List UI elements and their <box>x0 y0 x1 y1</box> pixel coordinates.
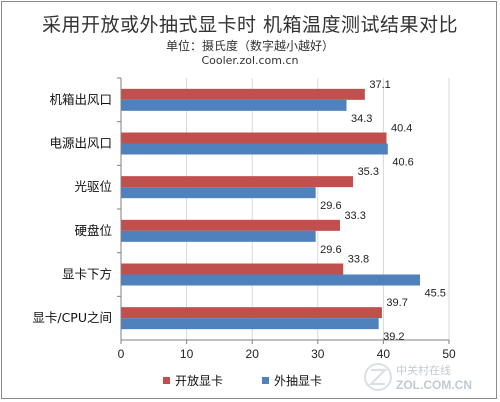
bar-series1 <box>121 219 340 231</box>
data-label: 34.3 <box>351 113 372 125</box>
data-label: 37.1 <box>369 79 390 91</box>
zol-logo-icon <box>364 363 392 391</box>
bar-series2 <box>121 230 316 242</box>
zol-watermark: 中关村在线 ZOL.COM.CN <box>364 363 472 392</box>
x-tick-label: 30 <box>311 347 325 361</box>
x-tick-label: 20 <box>246 347 260 361</box>
bar-series1 <box>121 132 387 144</box>
data-label: 40.4 <box>391 123 412 135</box>
data-label: 45.5 <box>424 288 445 300</box>
category-label: 电源出风口 <box>49 136 112 151</box>
data-label: 33.3 <box>344 210 365 222</box>
data-label: 29.6 <box>320 244 341 256</box>
watermark-cn: 中关村在线 <box>396 363 451 377</box>
data-label: 40.6 <box>392 157 413 169</box>
chart-subtitle: 单位：摄氏度（数字越小越好） <box>165 39 334 53</box>
bars <box>121 88 420 330</box>
bar-series2 <box>121 187 316 199</box>
watermark-en: ZOL.COM.CN <box>396 378 472 392</box>
legend-swatch-series2 <box>262 377 269 384</box>
data-label: 29.6 <box>320 200 341 212</box>
x-tick-label: 10 <box>180 347 194 361</box>
legend-swatch-series1 <box>163 377 170 384</box>
bar-series2 <box>121 143 388 155</box>
legend-label-series2: 外抽显卡 <box>274 374 322 388</box>
category-label: 机箱出风口 <box>49 92 112 107</box>
data-label: 35.3 <box>358 166 379 178</box>
bar-series1 <box>121 176 354 188</box>
bar-series2 <box>121 99 347 111</box>
data-label: 39.2 <box>383 331 404 343</box>
bar-series1 <box>121 263 344 275</box>
legend-label-series1: 开放显卡 <box>175 373 223 388</box>
category-label: 显卡/CPU之间 <box>32 310 112 325</box>
x-tick-label: 0 <box>118 347 125 361</box>
category-label: 光驱位 <box>74 179 112 194</box>
bar-series1 <box>121 307 382 319</box>
x-tick-label: 50 <box>442 347 456 361</box>
category-label: 硬盘位 <box>74 223 112 238</box>
x-tick-label: 40 <box>377 347 391 361</box>
chart-title: 采用开放或外抽式显卡时 机箱温度测试结果对比 <box>41 14 459 36</box>
labels: 0 10 20 30 40 50 机箱出风口 37.1 34.3 电源出风口 40.4 40.6 光驱位… <box>32 79 456 361</box>
legend: 开放显卡 外抽显卡 <box>163 373 322 388</box>
category-label: 显卡下方 <box>62 267 112 282</box>
chart-source: Cooler.zol.com.cn <box>201 54 299 67</box>
bar-series2 <box>121 274 420 286</box>
bar-series2 <box>121 318 379 330</box>
data-label: 33.8 <box>348 254 369 266</box>
data-label: 39.7 <box>386 297 407 309</box>
bar-series1 <box>121 88 365 100</box>
grid-lines <box>117 77 450 344</box>
